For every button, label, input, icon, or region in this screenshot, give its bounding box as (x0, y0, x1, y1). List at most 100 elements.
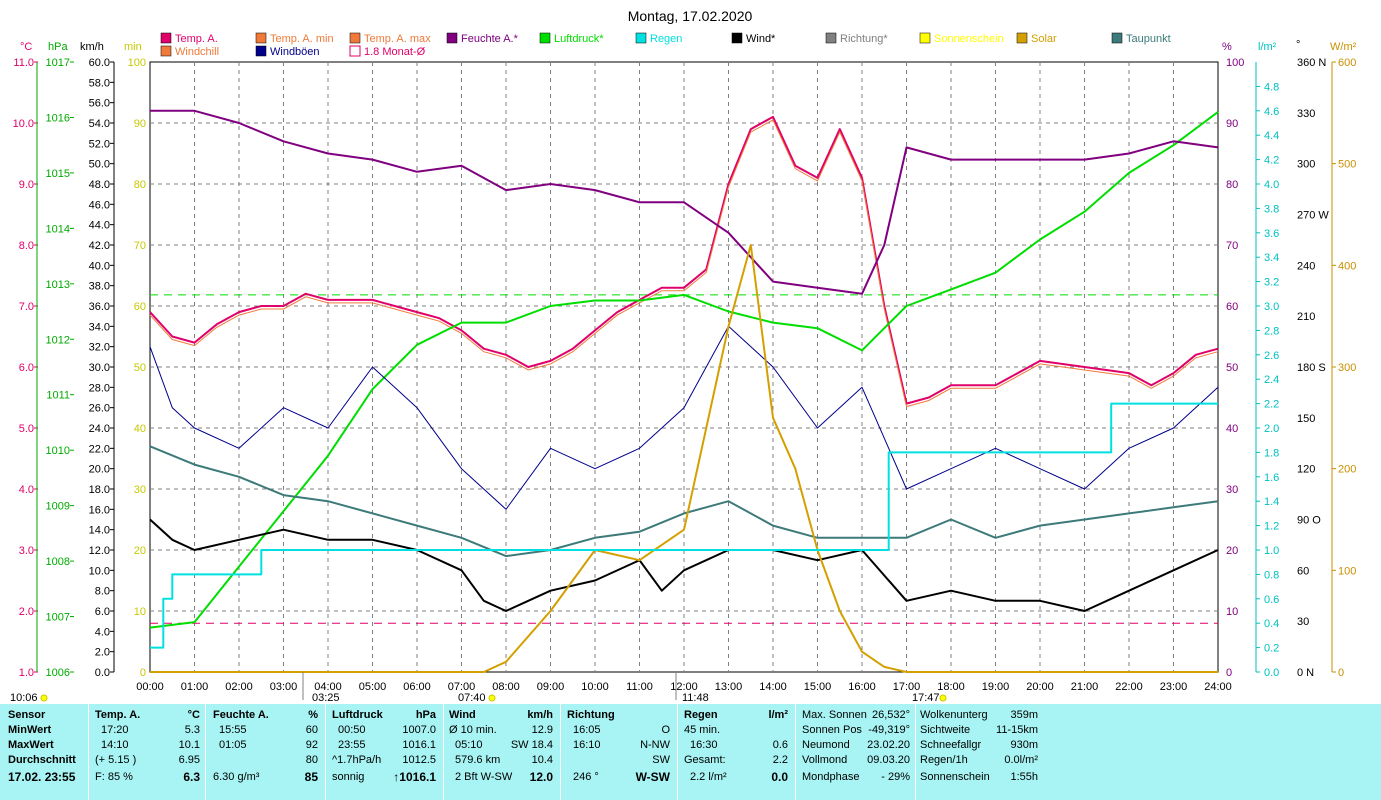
wetter-r5-value: 1:55h (1010, 771, 1038, 783)
tick-deg: 360 N (1297, 57, 1326, 69)
legend-swatch (160, 32, 172, 44)
tick-hour: 01:00 (181, 681, 209, 693)
tick-hour: 17:00 (893, 681, 921, 693)
tick-kmh: 2.0 (95, 647, 110, 659)
feuchte-head: Feuchte A. (213, 709, 269, 721)
druck-unit: hPa (415, 709, 436, 721)
richtung-avg-value: SW (652, 754, 670, 766)
tick-min: 40 (134, 423, 146, 435)
tick-rain: 4.6 (1264, 106, 1279, 118)
tick-hpa: 1013 (46, 279, 70, 291)
tick-percent: 20 (1226, 545, 1238, 557)
tick-kmh: 48.0 (89, 179, 110, 191)
tick-rain: 1.0 (1264, 545, 1279, 557)
tick-kmh: 12.0 (89, 545, 110, 557)
tick-percent: 70 (1226, 240, 1238, 252)
druck-now-note: sonnig (332, 771, 365, 783)
tick-hour: 14:00 (759, 681, 787, 693)
tick-hour: 09:00 (537, 681, 565, 693)
tick-hour: 15:00 (804, 681, 832, 693)
regen-total-value: 2.2 (772, 754, 788, 766)
unit-hpa: hPa (48, 41, 68, 53)
richtung-r1-value: O (661, 724, 670, 736)
tick-kmh: 6.0 (95, 606, 110, 618)
wetter-r2-label: Sichtweite (920, 724, 971, 736)
label-sensor: Sensor (8, 709, 46, 721)
label-now: 17.02. 23:55 (8, 770, 76, 784)
tick-rain: 1.4 (1264, 496, 1279, 508)
tick-deg: 180 S (1297, 362, 1326, 374)
unit-min: min (124, 41, 142, 53)
wetter-r1-label: Wolkenunterg (920, 709, 988, 721)
legend-label: Luftdruck* (554, 33, 604, 45)
feuchte-avg-value: 80 (305, 754, 318, 766)
astro-r2-label: Sonnen Pos (802, 724, 862, 736)
feuchte-max-time: 01:05 (219, 739, 247, 751)
temp-head: Temp. A. (95, 709, 141, 721)
tick-rain: 3.0 (1264, 301, 1279, 313)
tick-celsius: 5.0 (19, 423, 34, 435)
tick-kmh: 38.0 (89, 281, 110, 293)
label-min: MinWert (8, 724, 52, 736)
richtung-r2-time: 16:10 (573, 739, 601, 751)
legend-swatch (539, 32, 551, 44)
legend-swatch (255, 32, 267, 44)
tick-hour: 02:00 (225, 681, 253, 693)
legend-label: Taupunkt (1126, 33, 1171, 45)
tick-hour: 06:00 (403, 681, 431, 693)
richtung-now-value: W-SW (635, 770, 670, 784)
tick-hour: 18:00 (937, 681, 965, 693)
richtung-r1-time: 16:05 (573, 724, 601, 736)
wetter-r4-value: 0.0l/m² (1004, 754, 1038, 766)
tick-hpa: 1006 (46, 667, 70, 679)
tick-hour: 12:00 (670, 681, 698, 693)
tick-hpa: 1017 (46, 57, 70, 69)
tick-kmh: 32.0 (89, 342, 110, 354)
tick-min: 100 (128, 57, 146, 69)
tick-kmh: 24.0 (89, 423, 110, 435)
wind-max-time: 05:10 (455, 739, 483, 751)
tick-kmh: 22.0 (89, 443, 110, 455)
richtung-r2-value: N-NW (640, 739, 670, 751)
tick-kmh: 50.0 (89, 159, 110, 171)
tick-kmh: 20.0 (89, 464, 110, 476)
temp-min-value: 5.3 (184, 724, 200, 736)
unit-wm2: W/m² (1330, 41, 1357, 53)
tick-kmh: 58.0 (89, 77, 110, 89)
tick-hour: 13:00 (715, 681, 743, 693)
tick-kmh: 34.0 (89, 321, 110, 333)
temp-now-value: 6.3 (183, 770, 200, 784)
tick-hpa: 1010 (46, 445, 70, 457)
tick-hour: 10:00 (581, 681, 609, 693)
marker-moonrise: 10:06 (10, 692, 38, 704)
astro-r1-label: Max. Sonnen (802, 709, 867, 721)
sun-markers: 10:06 03:25 07:40 11:48 17:47 (10, 672, 947, 704)
tick-deg: 210 (1297, 311, 1315, 323)
wetter-r2-value: 11-15km (996, 724, 1038, 736)
tick-celsius: 6.0 (19, 362, 34, 374)
legend-swatch (919, 32, 931, 44)
tick-kmh: 30.0 (89, 362, 110, 374)
druck-max-value: 1016.1 (402, 739, 436, 751)
regen-head: Regen (684, 709, 718, 721)
wetter-r4-label: Regen/1h (920, 754, 968, 766)
tick-deg: 120 (1297, 464, 1315, 476)
marker-noon: 11:48 (682, 692, 709, 704)
tick-deg: 150 (1297, 413, 1315, 425)
tick-kmh: 16.0 (89, 504, 110, 516)
tick-hpa: 1012 (46, 334, 70, 346)
tick-deg: 90 O (1297, 515, 1321, 527)
tick-rain: 2.4 (1264, 374, 1279, 386)
regen-duration: 45 min. (684, 724, 721, 736)
legend-swatch (731, 32, 743, 44)
regen-now-value: 0.0 (771, 770, 788, 784)
wind-max-value: SW 18.4 (510, 739, 553, 751)
wetter-r3-label: Schneefallgr (920, 739, 982, 751)
tick-rain: 2.2 (1264, 399, 1279, 411)
tick-wm2: 500 (1338, 159, 1356, 171)
tick-rain: 2.0 (1264, 423, 1279, 435)
tick-hour: 24:00 (1204, 681, 1232, 693)
tick-min: 30 (134, 484, 146, 496)
series-solar (150, 244, 1218, 673)
legend-swatch (825, 32, 837, 44)
